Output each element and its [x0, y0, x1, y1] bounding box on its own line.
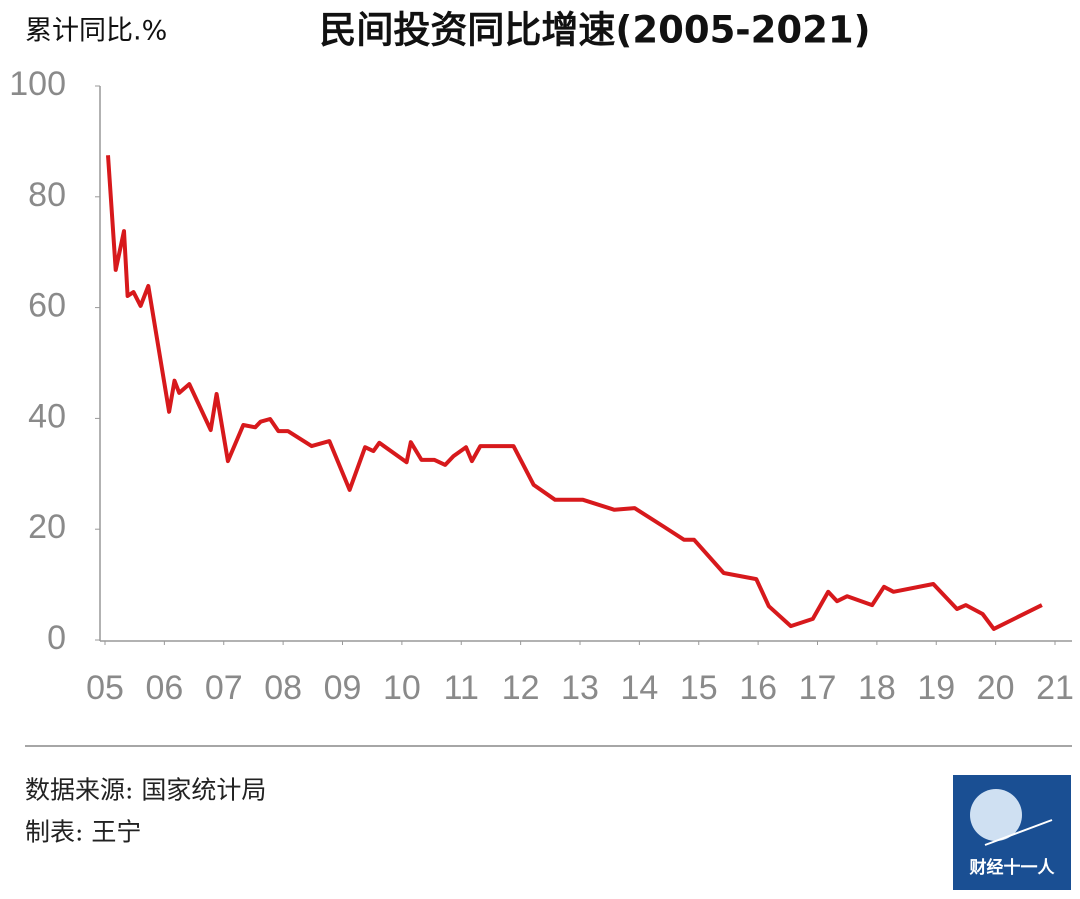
logo-globe — [970, 789, 1022, 841]
y-tick-label: 60 — [28, 287, 66, 325]
x-tick-label: 18 — [858, 669, 896, 707]
x-tick-label: 20 — [977, 669, 1015, 707]
source: 数据来源: 国家统计局 — [25, 776, 266, 805]
x-tick-label: 17 — [799, 669, 837, 707]
x-tick-label: 19 — [917, 669, 955, 707]
logo-text: 财经十一人 — [969, 857, 1056, 878]
y-tick-label: 40 — [28, 397, 66, 435]
x-tick-label: 11 — [444, 669, 479, 707]
x-tick-label: 10 — [383, 669, 421, 707]
x-tick-label: 05 — [86, 669, 124, 707]
y-tick-label: 20 — [28, 508, 66, 546]
x-tick-label: 06 — [145, 669, 183, 707]
x-tick-label: 16 — [739, 669, 777, 707]
author: 制表: 王宁 — [25, 818, 141, 847]
x-tick-label: 15 — [680, 669, 718, 707]
x-tick-label: 14 — [620, 669, 658, 707]
chart-title: 民间投资同比增速(2005-2021) — [319, 9, 870, 52]
x-tick-label: 12 — [502, 669, 540, 707]
x-tick-label: 13 — [561, 669, 599, 707]
x-tick-label: 08 — [264, 669, 302, 707]
y-tick-label: 0 — [47, 619, 66, 657]
y-tick-label: 100 — [9, 65, 66, 103]
data-line — [106, 155, 1043, 631]
logo: 财经十一人 — [953, 775, 1071, 890]
x-tick-label: 21 — [1036, 669, 1074, 707]
x-tick-label: 09 — [324, 669, 362, 707]
x-tick-label: 07 — [205, 669, 243, 707]
logo-line — [984, 819, 1053, 846]
y-axis-label: 累计同比.% — [25, 16, 167, 47]
y-tick-label: 80 — [28, 176, 66, 214]
